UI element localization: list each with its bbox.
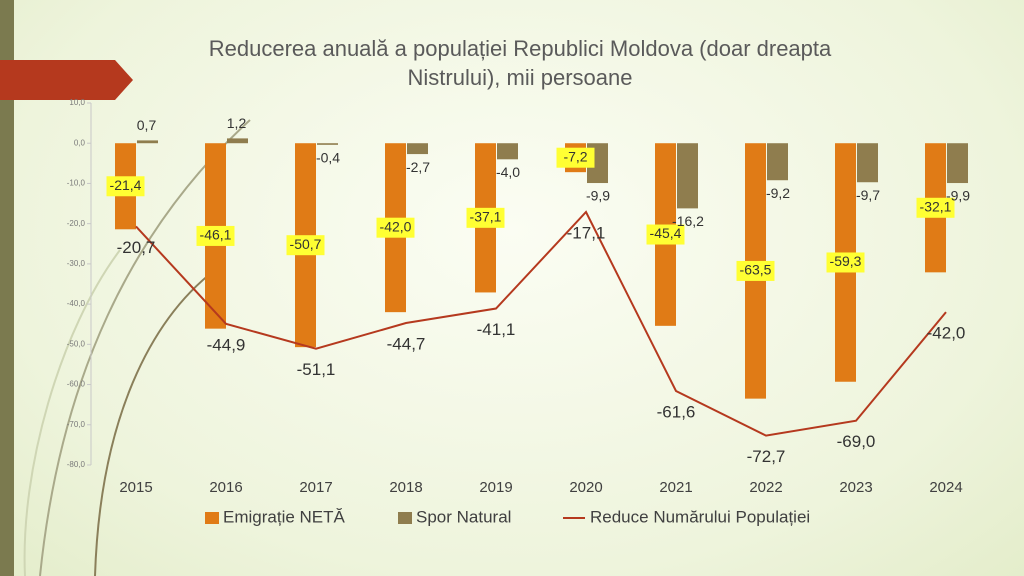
label-box: [736, 260, 775, 281]
data-label: -9,9: [586, 188, 610, 204]
x-tick-label: 2022: [749, 479, 782, 496]
label-box: [916, 197, 955, 218]
label-box: [466, 207, 505, 228]
data-label: 1,2: [227, 115, 247, 131]
x-tick-label: 2020: [569, 479, 602, 496]
data-label: -20,7: [117, 238, 156, 257]
bar: [137, 140, 158, 144]
legend-swatch: [205, 512, 219, 524]
data-label: -45,4: [650, 225, 682, 241]
data-label: -50,7: [290, 236, 322, 252]
data-label: -9,2: [766, 185, 790, 201]
data-label: -21,4: [110, 177, 142, 193]
data-label: -61,6: [657, 402, 696, 421]
data-label: -69,0: [837, 432, 876, 451]
y-tick-label: -40,0: [67, 299, 86, 308]
x-tick-label: 2019: [479, 479, 512, 496]
y-tick-label: 0,0: [74, 138, 86, 147]
x-tick-label: 2018: [389, 479, 422, 496]
x-tick-label: 2024: [929, 479, 962, 496]
bar: [767, 143, 788, 181]
bar: [677, 143, 698, 209]
y-tick-label: -60,0: [67, 380, 86, 389]
data-label: -51,1: [297, 360, 336, 379]
data-label: -16,2: [672, 213, 704, 229]
data-label: -44,9: [207, 335, 246, 354]
x-tick-label: 2021: [659, 479, 692, 496]
label-box: [556, 147, 595, 168]
x-tick-label: 2016: [209, 479, 242, 496]
line: [135, 210, 947, 437]
decor-curve: [39, 119, 251, 576]
plot: 10,0 0,0 -10,0 -20,0 -30,0 -40,0 -50,0 -60,0 -70…: [67, 98, 971, 526]
data-label: -4,0: [496, 164, 520, 180]
y-tick-label: -10,0: [67, 179, 86, 188]
legend-label: Emigrație NETĂ: [223, 507, 346, 526]
y-tick-label: 10,0: [69, 98, 85, 107]
y-tick-label: -20,0: [67, 219, 86, 228]
data-label: -46,1: [200, 227, 232, 243]
bar: [857, 143, 878, 183]
decor-curve: [23, 249, 121, 576]
legend-swatch: [398, 512, 412, 524]
chart-title: Reducerea anuală a populației Republici …: [208, 36, 832, 90]
y-tick-label: -70,0: [67, 420, 86, 429]
data-label: -0,4: [316, 150, 340, 166]
data-label: -7,2: [563, 148, 587, 164]
data-label: -44,7: [387, 334, 426, 353]
bar: [317, 143, 338, 145]
data-label: -41,1: [477, 320, 516, 339]
decor-curve: [94, 269, 216, 576]
bar: [227, 138, 248, 144]
data-label: -2,7: [406, 159, 430, 175]
legend-label: Spor Natural: [416, 507, 511, 526]
label-box: [106, 176, 145, 197]
side-strip: [0, 0, 14, 576]
x-tick-label: 2017: [299, 479, 332, 496]
x-tick-label: 2023: [839, 479, 872, 496]
data-label: -9,7: [856, 187, 880, 203]
label-box: [286, 235, 325, 256]
label-box: [646, 224, 685, 245]
data-label: -37,1: [470, 209, 502, 225]
data-label: -63,5: [740, 262, 772, 278]
data-label: -32,1: [920, 198, 952, 214]
x-tick-label: 2015: [119, 479, 152, 496]
y-tick-label: -50,0: [67, 339, 86, 348]
data-label: -59,3: [830, 253, 862, 269]
data-label: 0,7: [137, 117, 157, 133]
data-label: -72,7: [747, 447, 786, 466]
legend-label: Reduce Numărului Populației: [590, 507, 810, 526]
decor-arrow: [0, 60, 133, 100]
bar: [497, 143, 518, 160]
label-box: [196, 225, 235, 246]
data-label: -42,0: [927, 324, 966, 343]
data-label: -42,0: [380, 218, 412, 234]
y-tick-label: -30,0: [67, 259, 86, 268]
bar: [947, 143, 968, 184]
bar: [407, 143, 428, 155]
y-tick-label: -80,0: [67, 460, 86, 469]
data-label: -17,1: [567, 223, 606, 242]
label-box: [376, 217, 415, 238]
label-box: [826, 252, 865, 273]
data-label: -9,9: [946, 188, 970, 204]
